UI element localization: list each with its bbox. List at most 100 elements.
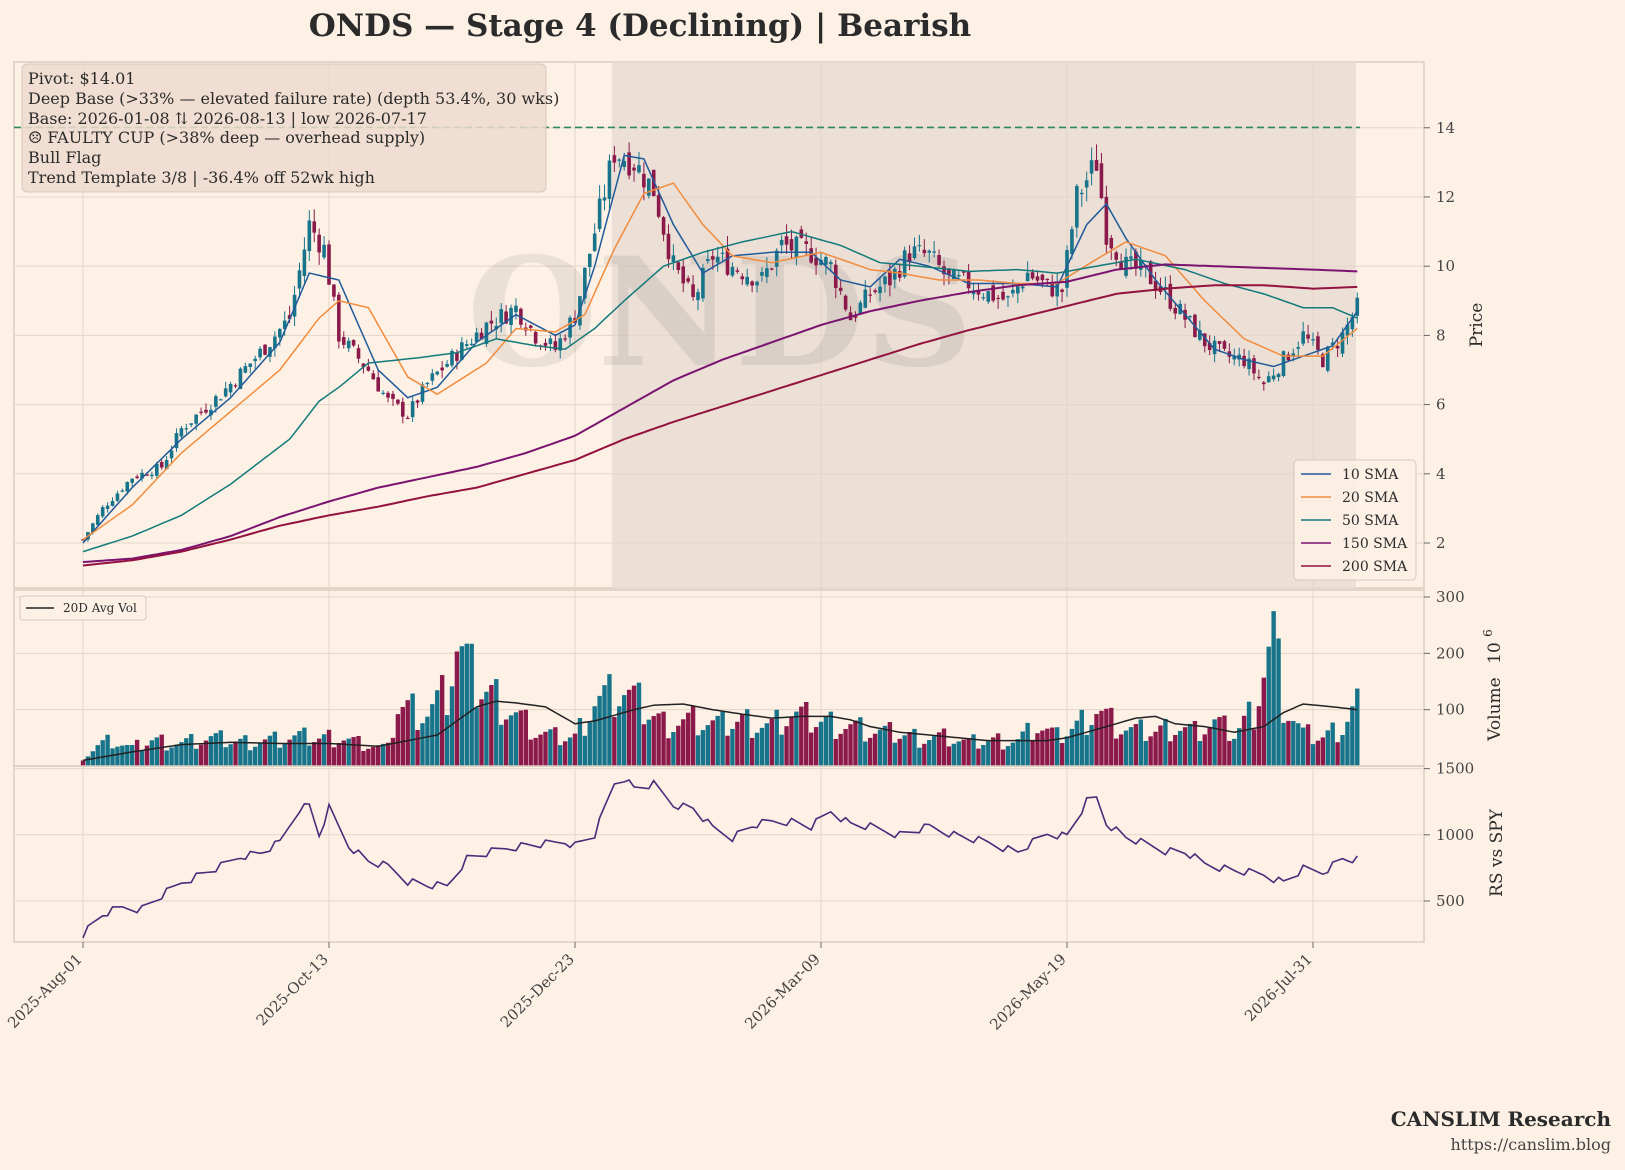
volume-bar	[572, 733, 578, 766]
candle-body	[1252, 358, 1256, 374]
info-base-dates: Base: 2026-01-08 ⇅ 2026-08-13 | low 2026…	[28, 109, 427, 128]
candle-body	[130, 478, 134, 483]
volume-bar	[1286, 720, 1291, 766]
volume-bar	[1315, 740, 1321, 766]
candle-body	[479, 332, 484, 340]
volume-bar	[336, 742, 342, 766]
volume-bar	[666, 738, 671, 766]
volume-bar	[95, 745, 100, 766]
volume-bar	[1059, 743, 1065, 766]
volume-bar	[1104, 708, 1109, 766]
volume-bar	[1355, 688, 1360, 766]
legend-label-sma10: 10 SMA	[1342, 467, 1399, 483]
candle-body	[671, 255, 676, 262]
volume-bar	[257, 743, 263, 766]
candle-body	[632, 167, 636, 171]
candle-body	[961, 271, 966, 273]
candle-body	[804, 241, 809, 244]
sma-line-50-sma	[82, 230, 1358, 553]
volume-bar	[489, 685, 494, 766]
rs-grid	[14, 768, 1424, 902]
volume-bar	[676, 725, 681, 766]
candle-body	[765, 268, 769, 277]
candle-body	[902, 250, 907, 277]
price-tick-label: 10	[1436, 257, 1455, 275]
candle-body	[489, 320, 494, 324]
candle-body	[287, 315, 292, 319]
candle-body	[829, 262, 833, 265]
candle-body	[627, 152, 631, 176]
candle-body	[587, 253, 592, 268]
candle-body	[996, 297, 1000, 300]
volume-bar	[331, 747, 337, 766]
candle-body	[932, 251, 936, 253]
volume-bar	[1153, 731, 1158, 766]
candle-body	[651, 169, 656, 197]
candle-body	[715, 256, 720, 263]
candle-body	[1001, 291, 1005, 300]
volume-bar	[1207, 727, 1212, 766]
candle-body	[282, 320, 287, 330]
volume-bar	[740, 714, 745, 766]
volume-bar	[238, 738, 243, 766]
candle-body	[563, 338, 567, 340]
volume-bar	[705, 725, 711, 766]
volume-bar	[1054, 727, 1060, 766]
candle-body	[1316, 336, 1320, 350]
volume-bar	[1330, 722, 1335, 766]
candle-body	[464, 344, 469, 346]
candle-body	[1099, 163, 1104, 199]
volume-bar	[1163, 718, 1168, 766]
candle-body	[991, 285, 995, 301]
x-tick-label: 2026-Mar-09	[741, 950, 824, 1033]
volume-bar	[1133, 724, 1139, 766]
volume-bar	[1015, 739, 1020, 766]
candle-body	[760, 272, 764, 276]
footer-url: https://canslim.blog	[1450, 1135, 1611, 1154]
volume-bar	[1074, 720, 1080, 766]
candle-body	[607, 160, 612, 200]
volume-bar	[508, 715, 514, 766]
volume-bar	[577, 717, 583, 766]
volume-bar	[1128, 727, 1134, 766]
candle-body	[1094, 160, 1099, 171]
volume-bar	[922, 743, 927, 766]
candle-body	[922, 249, 927, 254]
candle-body	[1350, 317, 1355, 330]
volume-bar	[612, 717, 617, 766]
volume-bar	[912, 728, 917, 766]
candle-body	[1296, 347, 1301, 349]
volume-bar	[907, 731, 912, 766]
candle-body	[1045, 278, 1050, 281]
candle-body	[469, 343, 474, 345]
volume-bar	[499, 724, 504, 766]
candle-body	[602, 197, 607, 201]
candle-body	[597, 198, 602, 229]
candle-body	[888, 270, 892, 286]
volume-bar	[523, 709, 528, 766]
volume-bar	[361, 750, 366, 766]
candle-body	[774, 250, 779, 267]
info-box: Pivot: $14.01 Deep Base (>33% — elevated…	[21, 63, 559, 193]
volume-bar	[272, 731, 278, 766]
volume-bar	[410, 693, 415, 766]
volume-bar	[1168, 741, 1173, 766]
candle-body	[1262, 382, 1266, 385]
candle-body	[1050, 282, 1055, 297]
price-tick-label: 12	[1436, 188, 1455, 206]
candle-body	[696, 292, 700, 301]
volume-bar	[808, 732, 814, 766]
candle-body	[725, 248, 730, 275]
candle-body	[238, 368, 243, 390]
candle-body	[912, 246, 917, 259]
legend-label-sma20: 20 SMA	[1342, 490, 1399, 506]
candle-body	[986, 291, 991, 302]
candle-body	[150, 474, 154, 477]
candle-body	[1055, 283, 1059, 297]
candle-body	[1306, 334, 1310, 339]
volume-bar	[1192, 720, 1198, 766]
candle-body	[410, 401, 415, 418]
volume-bar	[991, 737, 996, 766]
volume-bar	[799, 706, 804, 766]
volume-bar	[656, 713, 661, 766]
